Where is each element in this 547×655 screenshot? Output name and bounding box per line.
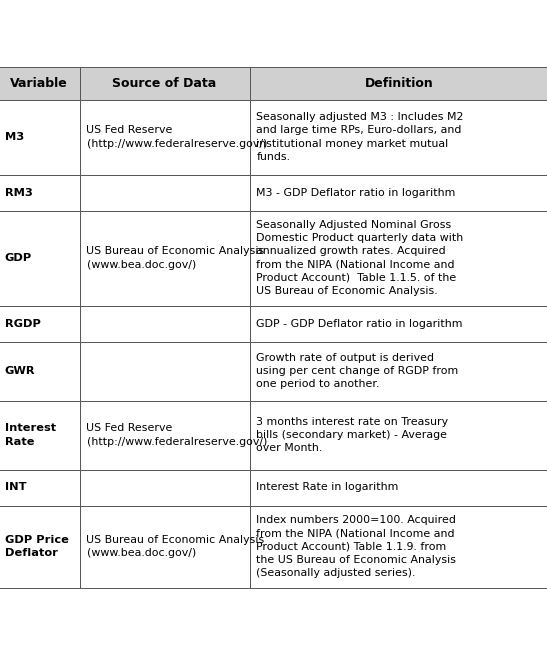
Bar	[249, 470, 547, 506]
Text: GDP - GDP Deflator ratio in logarithm: GDP - GDP Deflator ratio in logarithm	[257, 318, 463, 329]
Text: Seasonally adjusted M3 : Includes M2
and large time RPs, Euro-dollars, and
insti: Seasonally adjusted M3 : Includes M2 and…	[257, 112, 464, 162]
Text: GDP: GDP	[4, 253, 32, 263]
Text: Seasonally Adjusted Nominal Gross
Domestic Product quarterly data with
annualize: Seasonally Adjusted Nominal Gross Domest…	[257, 220, 464, 296]
Bar	[0, 67, 79, 100]
Text: RM3: RM3	[4, 187, 32, 198]
Bar	[249, 506, 547, 588]
Bar	[249, 400, 547, 470]
Bar	[249, 341, 547, 400]
Bar	[249, 100, 547, 174]
Bar	[79, 305, 249, 341]
Bar	[0, 305, 79, 341]
Bar	[0, 210, 79, 305]
Bar	[249, 174, 547, 210]
Text: Source of Data: Source of Data	[112, 77, 217, 90]
Bar	[79, 506, 249, 588]
Text: US Fed Reserve
(http://www.federalreserve.gov/): US Fed Reserve (http://www.federalreserv…	[86, 125, 267, 149]
Text: INT: INT	[4, 483, 26, 493]
Bar	[0, 470, 79, 506]
Bar	[249, 305, 547, 341]
Bar	[0, 100, 79, 174]
Text: US Fed Reserve
(http://www.federalreserve.gov/): US Fed Reserve (http://www.federalreserv…	[86, 423, 267, 447]
Bar	[79, 67, 249, 100]
Text: US Bureau of Economic Analysis
(www.bea.doc.gov/): US Bureau of Economic Analysis (www.bea.…	[86, 535, 265, 558]
Bar	[79, 470, 249, 506]
Text: Growth rate of output is derived
using per cent change of RGDP from
one period t: Growth rate of output is derived using p…	[257, 353, 459, 389]
Text: 3 months interest rate on Treasury
bills (secondary market) - Average
over Month: 3 months interest rate on Treasury bills…	[257, 417, 449, 453]
Bar	[249, 67, 547, 100]
Bar	[0, 506, 79, 588]
Text: Variable: Variable	[10, 77, 67, 90]
Bar	[0, 174, 79, 210]
Bar	[79, 100, 249, 174]
Text: M3 - GDP Deflator ratio in logarithm: M3 - GDP Deflator ratio in logarithm	[257, 187, 456, 198]
Text: GWR: GWR	[4, 366, 35, 376]
Bar	[79, 174, 249, 210]
Text: GDP Price
Deflator: GDP Price Deflator	[4, 535, 68, 558]
Bar	[0, 400, 79, 470]
Bar	[79, 341, 249, 400]
Bar	[79, 400, 249, 470]
Text: M3: M3	[4, 132, 24, 142]
Bar	[79, 210, 249, 305]
Text: Interest
Rate: Interest Rate	[4, 423, 56, 447]
Bar	[0, 341, 79, 400]
Text: US Bureau of Economic Analysis
(www.bea.doc.gov/): US Bureau of Economic Analysis (www.bea.…	[86, 246, 265, 270]
Text: Interest Rate in logarithm: Interest Rate in logarithm	[257, 483, 399, 493]
Text: Definition: Definition	[365, 77, 434, 90]
Text: Index numbers 2000=100. Acquired
from the NIPA (National Income and
Product Acco: Index numbers 2000=100. Acquired from th…	[257, 515, 457, 578]
Bar	[249, 210, 547, 305]
Text: RGDP: RGDP	[4, 318, 40, 329]
